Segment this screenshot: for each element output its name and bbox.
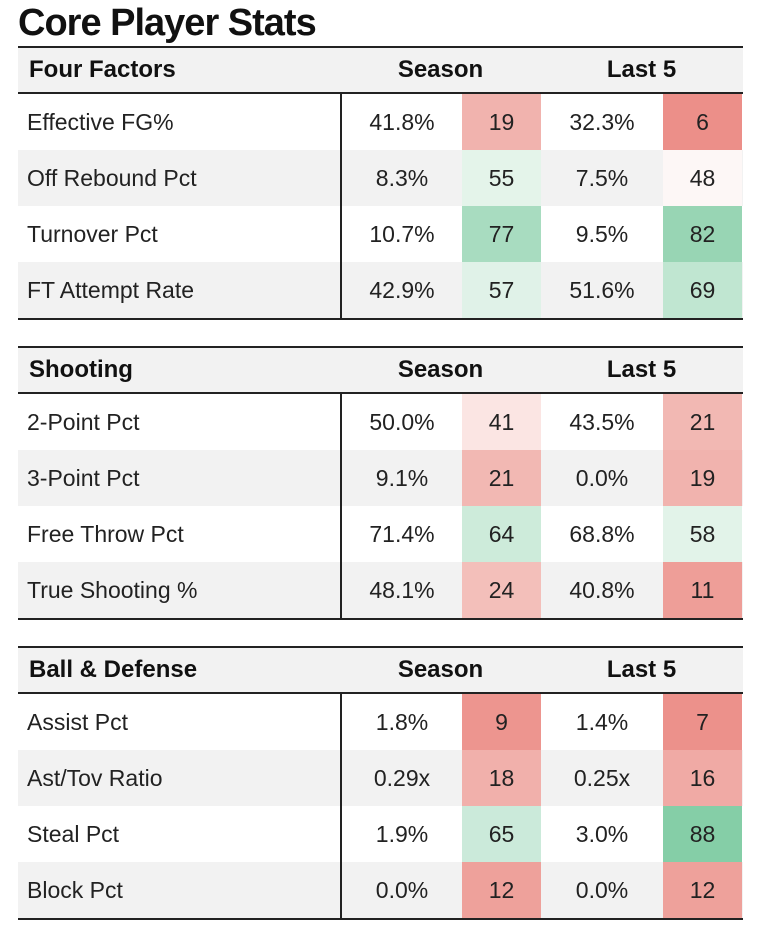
last5-rank: 12 [663,862,742,918]
last5-value: 7.5% [575,164,629,191]
table-row: FT Attempt Rate 42.9% 57 51.6% 69 [18,262,743,320]
section-header: Shooting Season Last 5 [18,346,743,394]
last5-rank: 48 [663,150,742,206]
season-rank: 18 [462,750,541,806]
stat-label: 3-Point Pct [27,464,140,491]
last5-column-header: Last 5 [606,56,677,83]
season-value: 0.29x [340,750,462,806]
last5-value: 68.8% [569,520,635,547]
season-value: 48.1% [340,562,462,618]
table-row: Steal Pct 1.9% 65 3.0% 88 [18,806,743,862]
table-row: Turnover Pct 10.7% 77 9.5% 82 [18,206,743,262]
season-rank: 57 [462,262,541,318]
table-row: 2-Point Pct 50.0% 41 43.5% 21 [18,394,743,450]
section-title: Ball & Defense [29,656,198,683]
last5-value: 32.3% [569,108,635,135]
last5-value: 1.4% [575,708,629,735]
table-row: Free Throw Pct 71.4% 64 68.8% 58 [18,506,743,562]
last5-value: 0.25x [573,764,631,791]
stat-label: Ast/Tov Ratio [27,764,163,791]
table-row: Assist Pct 1.8% 9 1.4% 7 [18,694,743,750]
table-row: Ast/Tov Ratio 0.29x 18 0.25x 16 [18,750,743,806]
season-value: 71.4% [340,506,462,562]
stat-label: Block Pct [27,876,123,903]
season-rank: 21 [462,450,541,506]
season-rank: 65 [462,806,541,862]
last5-value: 0.0% [575,876,629,903]
season-rank: 77 [462,206,541,262]
section-1: Shooting Season Last 5 2-Point Pct 50.0% 41 43… [18,346,743,620]
season-rank: 64 [462,506,541,562]
table-row: Off Rebound Pct 8.3% 55 7.5% 48 [18,150,743,206]
table-row: Effective FG% 41.8% 19 32.3% 6 [18,94,743,150]
section-title: Shooting [29,356,133,383]
stat-label: FT Attempt Rate [27,276,195,303]
section-header: Four Factors Season Last 5 [18,46,743,94]
last5-rank: 69 [663,262,742,318]
season-value: 8.3% [340,150,462,206]
section-0: Four Factors Season Last 5 Effective FG% 41.… [18,46,743,320]
season-rank: 24 [462,562,541,618]
season-value: 1.8% [340,694,462,750]
stat-label: True Shooting % [27,576,198,603]
last5-rank: 88 [663,806,742,862]
last5-rank: 6 [663,94,742,150]
season-value: 0.0% [340,862,462,918]
last5-rank: 19 [663,450,742,506]
table-row: Block Pct 0.0% 12 0.0% 12 [18,862,743,920]
stat-label: Turnover Pct [27,220,158,247]
stat-label: 2-Point Pct [27,408,140,435]
last5-rank: 11 [663,562,742,618]
season-value: 1.9% [340,806,462,862]
season-column-header: Season [397,356,484,383]
stat-label: Effective FG% [27,108,174,135]
section-2: Ball & Defense Season Last 5 Assist Pct 1.8%… [18,646,743,920]
last5-rank: 21 [663,394,742,450]
last5-rank: 58 [663,506,742,562]
last5-value: 40.8% [569,576,635,603]
last5-rank: 16 [663,750,742,806]
last5-rank: 7 [663,694,742,750]
season-rank: 12 [462,862,541,918]
last5-column-header: Last 5 [606,656,677,683]
last5-value: 51.6% [569,276,635,303]
stat-label: Free Throw Pct [27,520,184,547]
last5-column-header: Last 5 [606,356,677,383]
last5-value: 3.0% [575,820,629,847]
stat-label: Steal Pct [27,820,120,847]
season-column-header: Season [397,56,484,83]
last5-value: 43.5% [569,408,635,435]
table-row: 3-Point Pct 9.1% 21 0.0% 19 [18,450,743,506]
last5-value: 9.5% [575,220,629,247]
section-title: Four Factors [29,56,176,83]
season-rank: 55 [462,150,541,206]
page-title: Core Player Stats [18,2,317,44]
season-column-header: Season [397,656,484,683]
section-header: Ball & Defense Season Last 5 [18,646,743,694]
season-rank: 41 [462,394,541,450]
season-value: 10.7% [340,206,462,262]
last5-rank: 82 [663,206,742,262]
last5-value: 0.0% [575,464,629,491]
stat-label: Assist Pct [27,708,128,735]
season-rank: 19 [462,94,541,150]
season-value: 9.1% [340,450,462,506]
season-value: 42.9% [340,262,462,318]
table-row: True Shooting % 48.1% 24 40.8% 11 [18,562,743,620]
season-rank: 9 [462,694,541,750]
stat-label: Off Rebound Pct [27,164,197,191]
season-value: 50.0% [340,394,462,450]
season-value: 41.8% [340,94,462,150]
